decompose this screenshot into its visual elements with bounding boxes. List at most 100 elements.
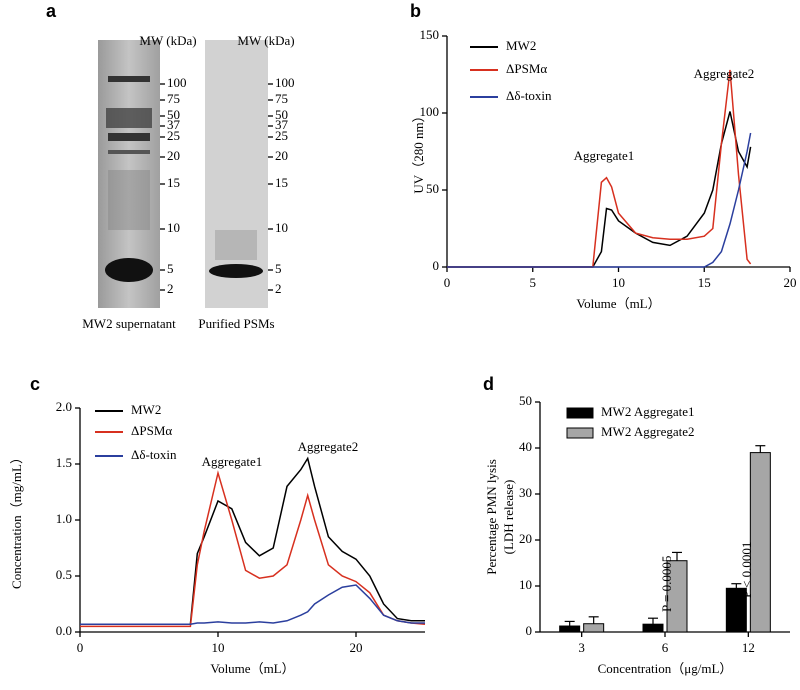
legend-label: ΔPSMα <box>131 423 172 438</box>
gel-band <box>215 230 257 260</box>
lane-label: MW2 supernatant <box>82 316 176 331</box>
y-axis-label: Percentage PMN lysis <box>484 459 499 575</box>
gel-band <box>209 264 263 278</box>
x-tick-label: 3 <box>578 640 585 655</box>
y-tick-label: 20 <box>519 531 532 546</box>
panel-label: b <box>410 1 421 21</box>
annotation: Aggregate1 <box>202 454 263 469</box>
bar <box>725 587 747 633</box>
y-tick-label: 0.0 <box>56 623 72 638</box>
marker-label: 50 <box>275 107 288 122</box>
x-tick-label: 20 <box>784 275 797 290</box>
x-tick-label: 5 <box>530 275 537 290</box>
x-tick-label: 20 <box>350 640 363 655</box>
marker-label: 5 <box>275 261 282 276</box>
marker-label: 100 <box>167 75 187 90</box>
marker-label: 50 <box>167 107 180 122</box>
marker-label: 37 <box>275 117 289 132</box>
series-line <box>80 584 425 625</box>
x-tick-label: 15 <box>698 275 711 290</box>
annotation: Aggregate1 <box>574 148 635 163</box>
marker-label: 20 <box>167 148 180 163</box>
gel-lane-image <box>205 40 268 308</box>
bar <box>749 452 771 633</box>
series-line <box>447 69 752 268</box>
x-tick-label: 0 <box>444 275 451 290</box>
x-axis-label: Volume（mL） <box>576 296 660 311</box>
marker-label: 10 <box>167 220 180 235</box>
gel-band <box>105 258 153 282</box>
legend-label: MW2 <box>131 402 161 417</box>
y-tick-label: 40 <box>519 439 532 454</box>
marker-label: 2 <box>167 281 174 296</box>
marker-label: 25 <box>167 128 180 143</box>
y-tick-label: 150 <box>420 27 440 42</box>
y-tick-label: 0 <box>526 623 533 638</box>
bar <box>559 625 581 633</box>
annotation: Aggregate2 <box>694 66 755 81</box>
x-tick-label: 12 <box>742 640 755 655</box>
y-tick-label: 1.5 <box>56 455 72 470</box>
x-axis-label: Concentration（μg/mL） <box>598 661 733 676</box>
panel-label: a <box>46 1 57 21</box>
marker-label: 20 <box>275 148 288 163</box>
bar <box>666 560 688 633</box>
y-axis-label: Concentration（mg/mL） <box>9 451 24 589</box>
y-tick-label: 0 <box>433 258 440 273</box>
legend-label: ΔPSMα <box>506 61 547 76</box>
panel-label: c <box>30 374 40 394</box>
y-tick-label: 50 <box>426 181 439 196</box>
gel-images <box>98 40 268 308</box>
marker-label: 15 <box>275 175 288 190</box>
gel-band <box>108 76 150 82</box>
y-tick-label: 2.0 <box>56 399 72 414</box>
marker-label: 25 <box>275 128 288 143</box>
y-tick-label: 1.0 <box>56 511 72 526</box>
legend-label: Δδ-toxin <box>506 88 552 103</box>
marker-label: 10 <box>275 220 288 235</box>
legend-label: MW2 Aggregate1 <box>601 404 695 419</box>
series-line <box>80 470 426 628</box>
y-tick-label: 0.5 <box>56 567 72 582</box>
marker-label: 15 <box>167 175 180 190</box>
y-tick-label: 30 <box>519 485 532 500</box>
y-axis-label: UV（280 nm） <box>411 109 426 193</box>
legend-label: MW2 Aggregate2 <box>601 424 695 439</box>
series-line <box>447 132 752 268</box>
x-tick-label: 6 <box>662 640 669 655</box>
gel-band <box>108 133 150 141</box>
y-tick-label: 50 <box>519 393 532 408</box>
annotation: P = 0.0005 <box>659 556 674 612</box>
x-tick-label: 10 <box>212 640 225 655</box>
lane-label: Purified PSMs <box>198 316 274 331</box>
gel-band <box>108 170 150 230</box>
marker-label: 37 <box>167 117 181 132</box>
gel-band <box>108 150 150 154</box>
marker-label: 100 <box>275 75 295 90</box>
bar <box>642 623 664 633</box>
marker-label: 75 <box>275 91 288 106</box>
y-tick-label: 100 <box>420 104 440 119</box>
marker-label: 2 <box>275 281 282 296</box>
bar <box>583 623 605 633</box>
annotation: Aggregate2 <box>298 439 359 454</box>
mw-axis-title: MW (kDa) <box>237 33 294 48</box>
marker-label: 5 <box>167 261 174 276</box>
mw-axis-title: MW (kDa) <box>139 33 196 48</box>
y-axis-label: (LDH release) <box>501 480 516 555</box>
x-tick-label: 0 <box>77 640 84 655</box>
x-axis-label: Volume（mL） <box>210 661 294 676</box>
legend-swatch <box>566 407 594 419</box>
panel-label: d <box>483 374 494 394</box>
y-tick-label: 10 <box>519 577 532 592</box>
legend-swatch <box>566 427 594 439</box>
legend-label: Δδ-toxin <box>131 447 177 462</box>
annotation: P < 0.0001 <box>739 542 754 598</box>
x-tick-label: 10 <box>612 275 625 290</box>
marker-label: 75 <box>167 91 180 106</box>
legend-label: MW2 <box>506 38 536 53</box>
gel-band <box>106 108 152 128</box>
series-line <box>447 111 752 268</box>
